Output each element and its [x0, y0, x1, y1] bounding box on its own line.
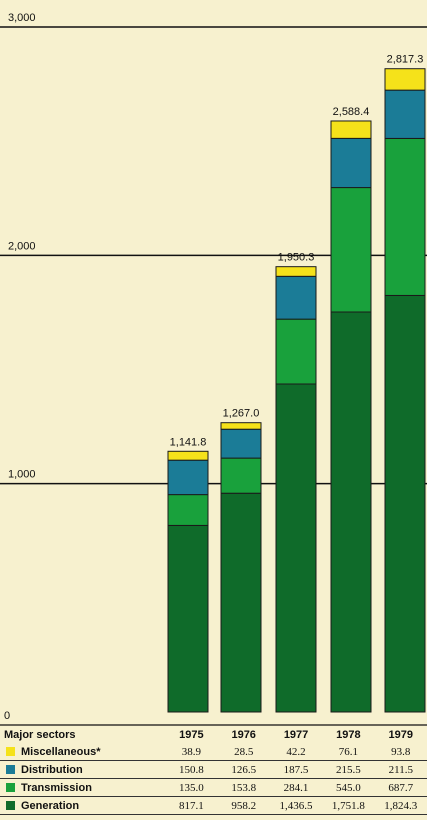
table-header-row: Major sectors 1975 1976 1977 1978 1979 — [0, 726, 427, 743]
bar-segment-miscellaneous — [275, 266, 317, 277]
bar-segment-transmission — [167, 494, 209, 526]
table-cell-value: 687.7 — [374, 778, 427, 797]
table-cell-value: 817.1 — [165, 796, 218, 815]
y-tick-label: 1,000 — [8, 469, 36, 481]
bars — [167, 68, 426, 713]
table-header-year: 1977 — [283, 728, 309, 741]
bar-segment-transmission — [384, 137, 426, 296]
bar-segment-generation — [275, 383, 317, 713]
table-header-label: Major sectors — [4, 728, 76, 741]
y-tick-label: 3,000 — [8, 12, 36, 24]
table-row: Generation 817.1 958.2 1,436.5 1,751.8 1,824.… — [0, 796, 427, 815]
sector-cell: Distribution — [0, 760, 166, 779]
y-tick-label: 0 — [4, 710, 10, 722]
sector-name: Generation — [21, 799, 80, 812]
bar-segment-generation — [384, 294, 426, 713]
bar-segment-miscellaneous — [330, 120, 372, 139]
table-header-year: 1979 — [388, 728, 414, 741]
y-tick-label: 2,000 — [8, 240, 36, 252]
sector-cell: Miscellaneous* — [0, 743, 166, 761]
bar-segment-miscellaneous — [220, 422, 262, 430]
sector-name: Distribution — [21, 763, 83, 776]
bar-segment-distribution — [330, 137, 372, 189]
table-body: Miscellaneous* 38.9 28.5 42.2 76.1 93.8 Distri… — [0, 743, 427, 815]
sector-name: Miscellaneous* — [21, 745, 101, 758]
bar-segment-transmission — [330, 187, 372, 313]
legend-swatch — [6, 765, 15, 775]
table-cell-value: 958.2 — [217, 796, 270, 815]
table-cell-value: 215.5 — [322, 760, 375, 779]
bar-segment-distribution — [220, 428, 262, 459]
table-cell-value: 187.5 — [269, 760, 323, 779]
stacked-bar-chart: 0 1,000 2,000 3,000 1,141.8 1,267.0 1,950.3 2,5… — [0, 12, 427, 726]
bar-segment-generation — [330, 311, 372, 713]
bar-segment-distribution — [167, 459, 209, 496]
table-row: Transmission 135.0 153.8 284.1 545.0 687.7 — [0, 778, 427, 797]
sector-name: Transmission — [21, 781, 92, 794]
legend-swatch — [6, 747, 15, 757]
table-cell-value: 42.2 — [269, 743, 323, 761]
table-cell-value: 135.0 — [165, 778, 218, 797]
data-table: Major sectors 1975 1976 1977 1978 1979 M… — [0, 726, 427, 815]
table-cell-value: 28.5 — [217, 743, 270, 761]
bar-segment-miscellaneous — [167, 450, 209, 461]
bar-total-label: 1,267.0 — [223, 408, 260, 420]
table-cell-value: 38.9 — [165, 743, 218, 761]
table-header-year: 1976 — [231, 728, 256, 741]
sector-cell: Transmission — [0, 778, 166, 797]
table-cell-value: 1,824.3 — [374, 796, 427, 815]
table-cell-value: 284.1 — [269, 778, 323, 797]
table-cell-value: 1,436.5 — [269, 796, 323, 815]
bar-total-label: 1,141.8 — [170, 436, 207, 448]
table-header-year: 1975 — [179, 728, 204, 741]
bar-segment-generation — [220, 492, 262, 713]
bar-segment-miscellaneous — [384, 68, 426, 91]
bar-segment-distribution — [384, 89, 426, 139]
bar-segment-generation — [167, 524, 209, 713]
bar-segment-transmission — [220, 457, 262, 494]
table-cell-value: 545.0 — [322, 778, 375, 797]
labels: 0 1,000 2,000 3,000 1,141.8 1,267.0 1,950.3 2,5… — [4, 12, 423, 722]
table-row: Distribution 150.8 126.5 187.5 215.5 211.5 — [0, 760, 427, 779]
bar-total-label: 2,588.4 — [333, 106, 370, 118]
bar-segment-distribution — [275, 275, 317, 320]
table-cell-value: 153.8 — [217, 778, 270, 797]
bar-total-label: 1,950.3 — [278, 252, 315, 264]
table-header-year: 1978 — [336, 728, 361, 741]
table-cell-value: 93.8 — [374, 743, 427, 761]
sector-cell: Generation — [0, 796, 166, 815]
table-row: Miscellaneous* 38.9 28.5 42.2 76.1 93.8 — [0, 743, 427, 761]
legend-swatch — [6, 801, 15, 811]
table-cell-value: 211.5 — [374, 760, 427, 779]
table-cell-value: 150.8 — [165, 760, 218, 779]
table-cell-value: 76.1 — [322, 743, 375, 761]
legend-swatch — [6, 783, 15, 793]
table-cell-value: 126.5 — [217, 760, 270, 779]
bar-segment-transmission — [275, 318, 317, 385]
bar-total-label: 2,817.3 — [387, 54, 424, 66]
table-cell-value: 1,751.8 — [322, 796, 375, 815]
